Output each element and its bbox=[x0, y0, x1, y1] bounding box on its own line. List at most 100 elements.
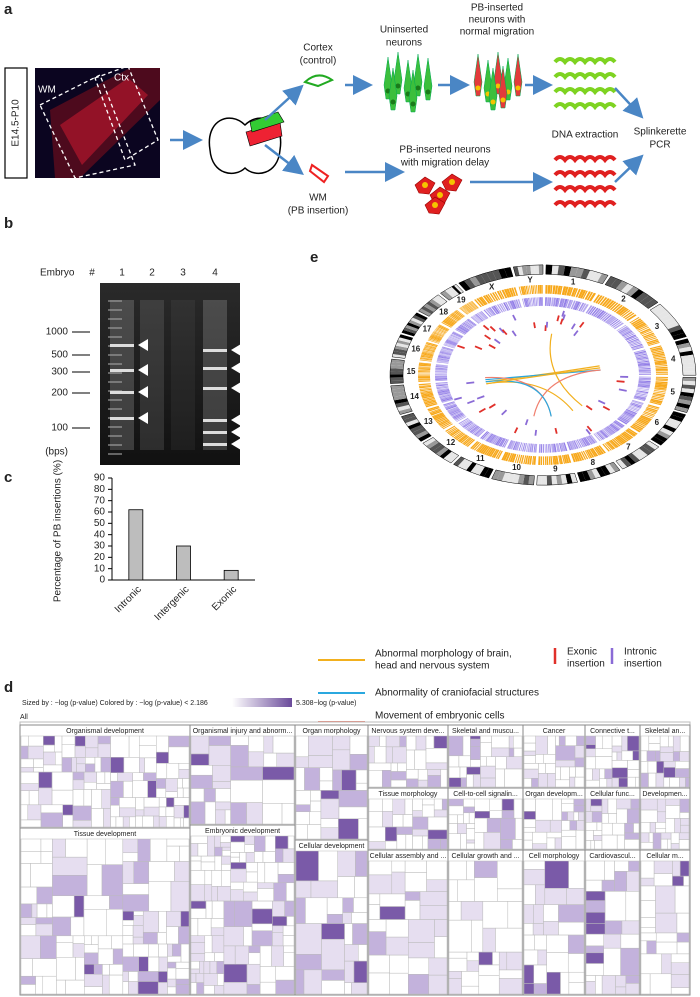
expression-track bbox=[598, 311, 607, 320]
treemap-cell bbox=[221, 850, 231, 857]
expression-track bbox=[501, 438, 508, 448]
treemap-cell bbox=[254, 835, 266, 852]
treemap-cell bbox=[523, 934, 535, 951]
expression-track bbox=[547, 285, 551, 294]
label: PB-inserted neurons bbox=[399, 145, 490, 156]
y-tick-label: 20 bbox=[94, 552, 106, 563]
treemap-cell bbox=[670, 962, 690, 975]
treemap-cell bbox=[167, 955, 182, 963]
treemap-cell bbox=[248, 945, 261, 954]
ideogram-band bbox=[392, 354, 406, 359]
treemap-cell bbox=[616, 834, 625, 850]
insertion-tick bbox=[498, 327, 505, 334]
treemap-cell bbox=[448, 971, 462, 979]
ideogram-outline bbox=[545, 264, 609, 285]
treemap-cell bbox=[448, 879, 458, 902]
treemap-cell bbox=[448, 805, 464, 816]
treemap-cell bbox=[52, 916, 72, 937]
treemap-cell bbox=[523, 742, 536, 752]
treemap-cell bbox=[567, 934, 585, 954]
treemap-cell bbox=[326, 914, 343, 924]
treemap-cell bbox=[150, 838, 168, 862]
legend-label: Abnormality of craniofacial structures bbox=[375, 688, 539, 699]
treemap-cell bbox=[117, 772, 133, 782]
expression-track bbox=[638, 417, 650, 424]
treemap-cell bbox=[497, 860, 523, 890]
treemap-cell bbox=[110, 735, 130, 758]
ideogram-band bbox=[619, 457, 632, 468]
expression-track bbox=[637, 359, 650, 362]
treemap-cell bbox=[532, 923, 544, 936]
treemap-cell bbox=[56, 957, 76, 981]
ideogram-band bbox=[444, 289, 456, 298]
insertion-tick bbox=[597, 399, 606, 405]
treemap-cell bbox=[275, 979, 295, 995]
expression-track bbox=[651, 350, 664, 354]
ideogram-band bbox=[541, 475, 548, 486]
expression-track bbox=[655, 365, 668, 367]
expression-track bbox=[424, 401, 437, 406]
label: (PB insertion) bbox=[288, 206, 349, 217]
expression-track bbox=[475, 314, 484, 322]
treemap-cell bbox=[627, 769, 640, 778]
treemap-cell bbox=[65, 838, 88, 858]
expression-track bbox=[629, 404, 641, 409]
treemap-cell bbox=[197, 843, 208, 857]
ideogram-outline bbox=[512, 264, 544, 277]
expression-track bbox=[612, 321, 622, 328]
treemap-cell bbox=[531, 778, 539, 788]
ideogram-band bbox=[546, 475, 553, 486]
treemap-cell bbox=[649, 973, 672, 995]
treemap-cell bbox=[295, 735, 309, 758]
treemap-cell bbox=[96, 783, 111, 790]
treemap-cell bbox=[239, 852, 247, 863]
treemap-cell bbox=[606, 778, 613, 788]
expression-track bbox=[574, 301, 581, 311]
expression-track bbox=[420, 355, 433, 359]
legend-label: Movement of embryonic cells bbox=[375, 711, 505, 722]
insertion-tick bbox=[501, 329, 508, 336]
expression-track bbox=[503, 302, 509, 311]
treemap-cell bbox=[448, 735, 464, 757]
treemap-cell bbox=[460, 777, 467, 788]
treemap-group-label: Cellular func... bbox=[590, 791, 635, 798]
treemap-cell bbox=[655, 772, 665, 788]
treemap-cell bbox=[585, 768, 593, 781]
expression-track bbox=[598, 430, 607, 439]
x-tick-label: Intronic bbox=[113, 584, 144, 615]
expression-track bbox=[546, 456, 549, 465]
treemap-cell bbox=[368, 931, 387, 956]
insertion-tick bbox=[488, 344, 496, 350]
treemap-cell bbox=[42, 975, 57, 995]
ideogram-band bbox=[403, 327, 417, 334]
expression-track bbox=[625, 335, 637, 341]
treemap-cell bbox=[474, 832, 485, 850]
expression-track bbox=[436, 387, 449, 391]
expression-track bbox=[511, 287, 516, 297]
neuron bbox=[388, 67, 398, 111]
expression-track bbox=[587, 435, 595, 445]
treemap-cell bbox=[640, 953, 662, 975]
expression-track bbox=[476, 298, 485, 307]
treemap-cell bbox=[38, 787, 53, 806]
expression-track bbox=[460, 436, 470, 444]
treemap-cell bbox=[627, 735, 640, 752]
expression-track bbox=[635, 353, 648, 357]
expression-track bbox=[523, 298, 527, 308]
treemap-cell bbox=[147, 780, 157, 798]
expression-track bbox=[475, 429, 485, 437]
treemap-cell bbox=[448, 755, 460, 768]
ideogram-band bbox=[474, 274, 486, 285]
ideogram-band bbox=[650, 436, 665, 446]
dna-strand bbox=[553, 185, 617, 194]
treemap-cell bbox=[523, 949, 539, 966]
expression-track bbox=[613, 304, 623, 313]
expression-track bbox=[460, 419, 471, 427]
ideogram-band bbox=[538, 264, 543, 275]
expression-track bbox=[420, 390, 433, 393]
treemap-cell bbox=[173, 817, 181, 828]
treemap-cell bbox=[470, 759, 481, 768]
treemap-cell bbox=[20, 863, 31, 888]
ideogram-band bbox=[410, 317, 424, 325]
expression-track bbox=[593, 294, 601, 303]
